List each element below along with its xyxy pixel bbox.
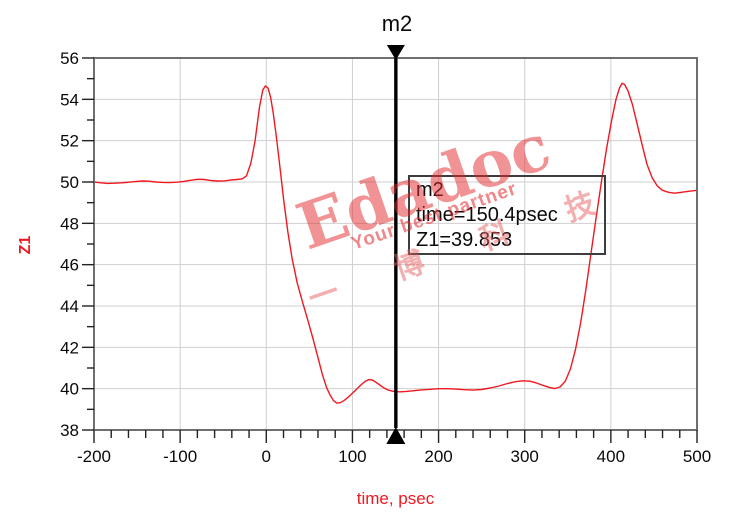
x-tick-label: 0 bbox=[262, 447, 271, 466]
trace-z1 bbox=[93, 82, 698, 404]
y-tick-label: 38 bbox=[60, 421, 79, 440]
y-tick-label: 46 bbox=[60, 256, 79, 275]
marker-bottom-triangle-icon[interactable] bbox=[386, 427, 406, 444]
y-tick-label: 50 bbox=[60, 173, 79, 192]
marker-m2[interactable] bbox=[386, 45, 406, 444]
x-tick-label: 300 bbox=[511, 447, 539, 466]
y-tick-label: 52 bbox=[60, 132, 79, 151]
x-tick-label: 100 bbox=[338, 447, 366, 466]
x-tick-label: 500 bbox=[683, 447, 711, 466]
y-tick-label: 40 bbox=[60, 380, 79, 399]
y-tick-label: 54 bbox=[60, 90, 79, 109]
y-tick-label: 56 bbox=[60, 49, 79, 68]
x-tick-label: -100 bbox=[163, 447, 197, 466]
marker-readout-box[interactable]: m2 time=150.4psec Z1=39.853 bbox=[408, 175, 606, 255]
y-tick-label: 42 bbox=[60, 338, 79, 357]
x-tick-label: -200 bbox=[77, 447, 111, 466]
marker-top-triangle-icon[interactable] bbox=[386, 45, 405, 60]
x-tick-label: 200 bbox=[424, 447, 452, 466]
marker-readout-name: m2 bbox=[416, 179, 444, 201]
y-axis-title: Z1 bbox=[17, 235, 34, 255]
marker-readout-value: Z1=39.853 bbox=[416, 229, 513, 251]
marker-m2-top-label: m2 bbox=[381, 11, 413, 36]
y-tick-label: 48 bbox=[60, 214, 79, 233]
y-tick-label: 44 bbox=[60, 297, 79, 316]
x-tick-label: 400 bbox=[597, 447, 625, 466]
x-axis-title: time, psec bbox=[356, 489, 435, 508]
marker-readout-time: time=150.4psec bbox=[416, 204, 558, 226]
